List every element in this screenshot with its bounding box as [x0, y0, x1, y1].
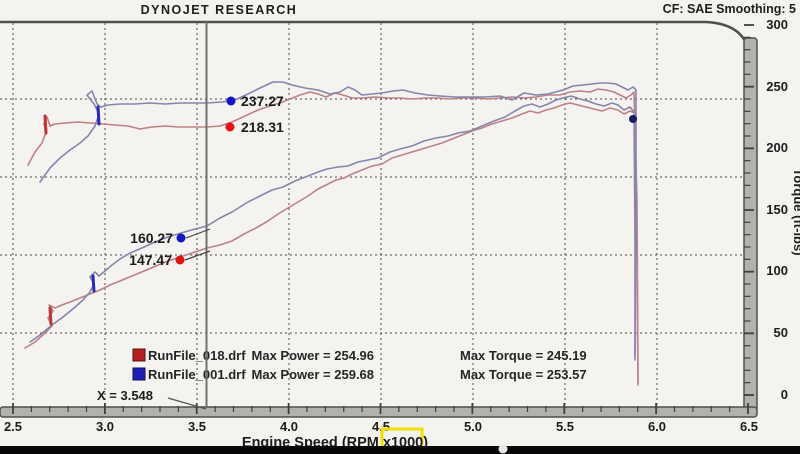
video-progress-bar[interactable]	[0, 444, 800, 454]
legend-run018-max-power: Max Power = 254.96	[252, 348, 375, 363]
x-tick-label: 6.0	[648, 419, 666, 434]
leader-line-power-run001	[185, 228, 211, 239]
x-axis-title-suffix: )	[423, 435, 428, 451]
cursor-marker-power-run018	[175, 255, 185, 265]
x-tick-label: 5.5	[556, 419, 574, 434]
cursor-group: X = 3.548 237.27 218.31 160.27 147.47	[97, 22, 284, 410]
cursor-readout-power-run001: 160.27	[130, 230, 173, 246]
run-start-artifact-blue-power	[91, 274, 96, 293]
cursor-x-leader-line	[167, 397, 207, 410]
x-axis-tick-labels: 2.5 3.0 3.5 4.0 4.5 5.0 5.5 6.0 6.5	[4, 419, 758, 434]
torque-tick-label: 0	[781, 387, 788, 402]
rpm-axis-bar	[0, 406, 758, 418]
legend-run018-max-torque: Max Torque = 245.19	[460, 348, 587, 363]
video-progress-track[interactable]	[0, 446, 800, 454]
x-tick-label: 5.0	[464, 419, 482, 434]
run-end-marker	[629, 115, 637, 123]
dyno-curves	[24, 81, 639, 386]
torque-tick-label: 150	[766, 202, 788, 217]
torque-tick-label: 250	[766, 79, 788, 94]
axis-ticks	[12, 24, 754, 414]
cursor-readout-power-run018: 147.47	[129, 252, 172, 268]
cursor-marker-torque-run001	[226, 96, 236, 106]
torque-tick-label: 200	[766, 140, 788, 155]
page-title: DYNOJET RESEARCH	[141, 3, 298, 17]
cursor-marker-torque-run018	[225, 122, 235, 132]
legend-swatch-run001	[132, 367, 146, 381]
cursor-marker-power-run001	[176, 233, 186, 243]
x-tick-label: 2.5	[4, 419, 22, 434]
run-start-artifact-red-power	[48, 306, 53, 326]
legend: RunFile_018.drf Max Power = 254.96 Max To…	[132, 348, 587, 382]
legend-run001-max-torque: Max Torque = 253.57	[460, 367, 587, 382]
torque-axis-bar	[743, 37, 758, 413]
legend-run001: RunFile_001.drf Max Power = 259.68	[148, 367, 374, 382]
gridlines	[0, 23, 744, 407]
legend-run018-file: RunFile_018.drf	[148, 348, 246, 363]
legend-swatch-run018	[132, 348, 146, 362]
legend-run001-max-power: Max Power = 259.68	[252, 367, 375, 382]
cursor-x-label: X = 3.548	[97, 388, 153, 403]
run-start-artifact-red-torque	[43, 114, 48, 135]
legend-run001-file: RunFile_001.drf	[148, 367, 246, 382]
power-curve-run001	[29, 95, 636, 361]
correction-smoothing-label: CF: SAE Smoothing: 5	[663, 2, 796, 16]
chart-frame	[0, 20, 758, 418]
torque-tick-label: 100	[766, 263, 788, 278]
leader-line-power-run018	[184, 250, 211, 261]
x-tick-label: 3.5	[188, 419, 206, 434]
x-tick-label: 3.0	[96, 419, 114, 434]
x-tick-label: 4.0	[280, 419, 298, 434]
cursor-readout-torque-run001: 237.27	[241, 93, 284, 109]
x-tick-label: 6.5	[740, 419, 758, 434]
torque-curve-run001	[39, 81, 637, 356]
legend-run018: RunFile_018.drf Max Power = 254.96	[148, 348, 374, 363]
torque-tick-label: 50	[774, 325, 788, 340]
cursor-readout-torque-run018: 218.31	[241, 119, 284, 135]
torque-axis-title: Torque (ft-lbs)	[791, 168, 800, 255]
run-start-artifact-blue-torque	[96, 105, 101, 126]
torque-tick-label: 300	[766, 17, 788, 32]
torque-axis-tick-labels: 300 250 200 150 100 50 0	[766, 17, 788, 402]
video-playhead[interactable]	[498, 444, 508, 454]
